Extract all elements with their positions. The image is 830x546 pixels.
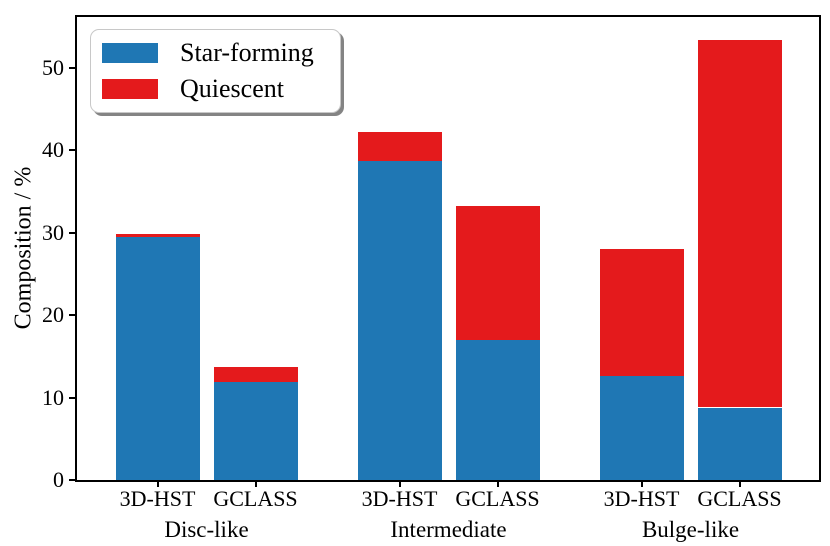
legend: Star-forming Quiescent <box>90 29 341 114</box>
y-tick-label: 0 <box>53 467 64 492</box>
y-tick-label: 50 <box>42 55 64 81</box>
legend-label-quiescent: Quiescent <box>180 73 284 103</box>
x-tick <box>738 482 741 487</box>
bar-quiescent-segment <box>115 233 200 237</box>
x-tick-label: 3D-HST <box>119 486 196 511</box>
bar-quiescent-segment <box>455 206 540 340</box>
legend-item-star-forming: Star-forming <box>102 38 314 68</box>
y-tick <box>69 396 75 399</box>
x-tick <box>640 482 643 487</box>
plot-area: Star-forming Quiescent <box>75 15 821 482</box>
bar-star-forming-segment <box>455 339 540 480</box>
x-tick-label: 3D-HST <box>361 486 438 511</box>
legend-item-quiescent: Quiescent <box>102 73 314 104</box>
y-tick <box>69 149 75 152</box>
bar-star-forming-segment <box>697 407 782 480</box>
bar-quiescent-segment <box>213 367 298 382</box>
x-tick <box>254 482 257 487</box>
x-group-label: Intermediate <box>390 517 507 542</box>
y-tick-label: 10 <box>42 384 64 410</box>
y-tick <box>69 314 75 317</box>
y-tick <box>69 479 75 481</box>
y-tick <box>69 67 75 70</box>
x-group-label: Bulge-like <box>641 517 740 542</box>
x-tick-label: GCLASS <box>213 486 298 511</box>
bar-quiescent-segment <box>697 40 782 408</box>
star-forming-swatch <box>102 43 158 64</box>
x-tick-label: GCLASS <box>455 486 540 511</box>
bar-star-forming-segment <box>213 381 298 480</box>
x-tick-label: GCLASS <box>697 486 782 511</box>
bar-quiescent-segment <box>599 249 684 377</box>
quiescent-swatch <box>102 78 158 99</box>
y-tick <box>69 231 75 234</box>
bar-star-forming-segment <box>357 161 442 480</box>
legend-label-star-forming: Star-forming <box>180 38 314 67</box>
x-tick <box>398 482 401 487</box>
bar-quiescent-segment <box>357 132 442 162</box>
x-tick <box>156 482 159 487</box>
x-group-label: Disc-like <box>164 517 249 542</box>
y-tick-label: 40 <box>42 137 64 163</box>
bar-star-forming-segment <box>599 376 684 480</box>
x-tick <box>496 482 499 487</box>
y-tick-label: 30 <box>42 219 64 245</box>
bar-star-forming-segment <box>115 236 200 480</box>
x-tick-label: 3D-HST <box>603 486 680 511</box>
y-tick-label: 20 <box>42 302 64 328</box>
